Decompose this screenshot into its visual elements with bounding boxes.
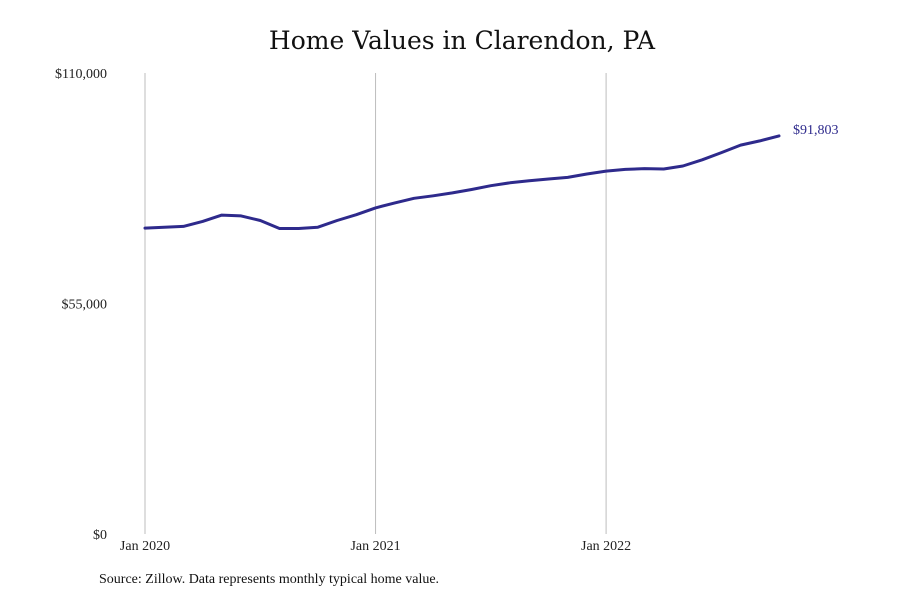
x-tick-label: Jan 2021: [350, 539, 400, 554]
source-note: Source: Zillow. Data represents monthly …: [99, 572, 440, 587]
y-tick-label: $110,000: [55, 67, 107, 82]
x-tick-label: Jan 2022: [581, 539, 631, 554]
x-tick-label: Jan 2020: [120, 539, 170, 554]
series-line: [143, 134, 781, 230]
chart-title: Home Values in Clarendon, PA: [268, 26, 656, 55]
end-value-label: $91,803: [793, 123, 839, 138]
y-tick-label: $55,000: [62, 298, 108, 313]
y-tick-label: $0: [93, 528, 107, 543]
